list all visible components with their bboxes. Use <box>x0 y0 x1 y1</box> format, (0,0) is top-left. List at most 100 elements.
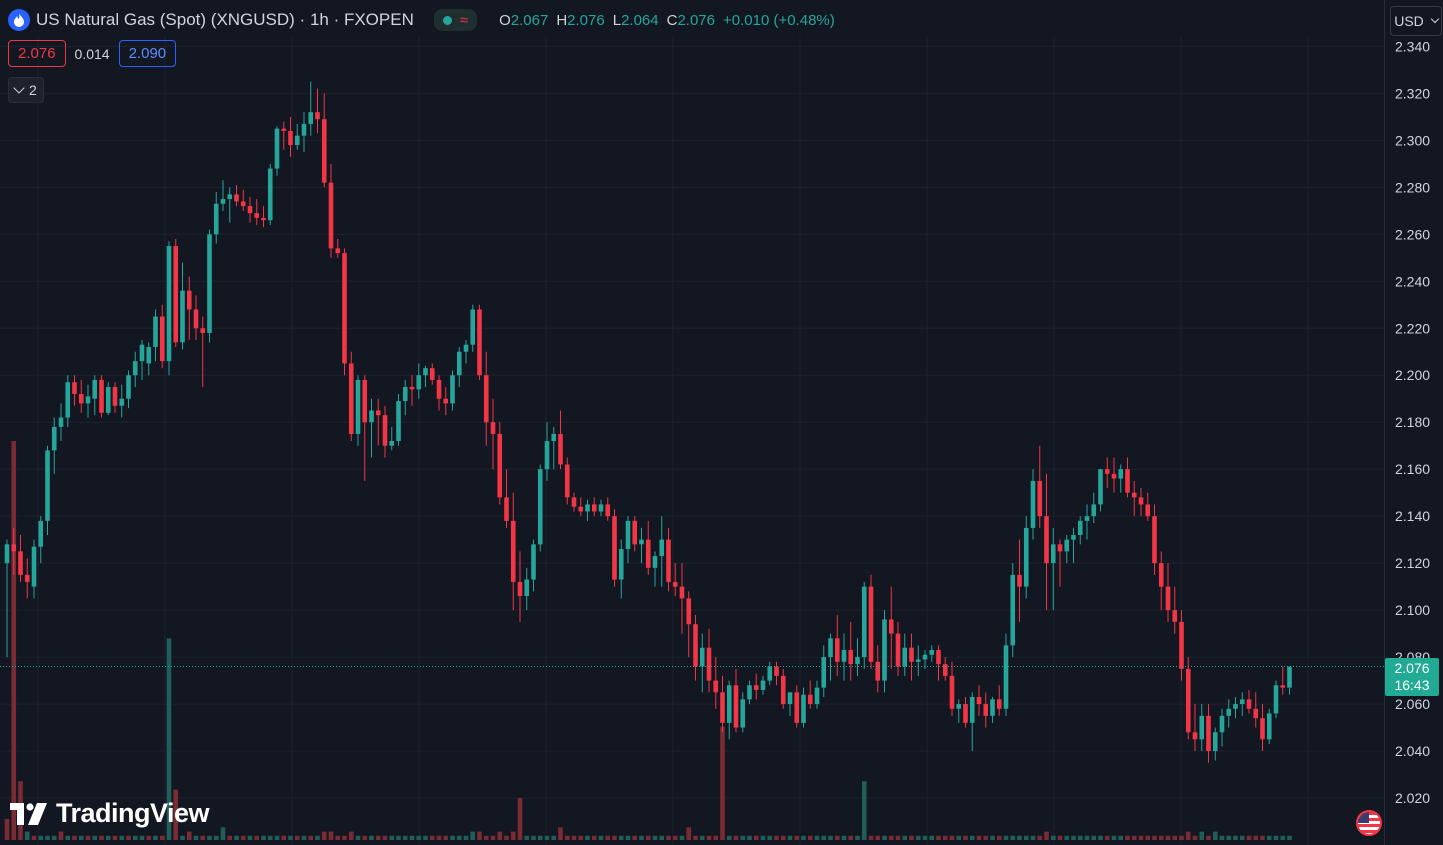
volume-bar <box>38 835 44 840</box>
volume-bar <box>1145 835 1151 840</box>
volume-bar <box>1158 835 1164 840</box>
candle-body <box>942 664 948 676</box>
candle <box>753 673 759 700</box>
volume-bar <box>1030 835 1036 840</box>
candle-body <box>591 504 597 512</box>
candle <box>639 527 644 564</box>
candle <box>517 551 523 622</box>
volume-bar <box>1071 835 1076 840</box>
buy-price-button[interactable]: 2.090 <box>118 40 177 67</box>
volume-bar <box>1044 831 1049 840</box>
candle-body <box>558 433 563 465</box>
volume-bar <box>875 835 881 840</box>
candle <box>888 586 894 669</box>
candle <box>38 516 44 564</box>
candle <box>375 398 381 446</box>
candle-body <box>504 497 509 521</box>
candle-body <box>1273 685 1279 714</box>
volume-bar <box>841 835 847 840</box>
tradingview-logo[interactable]: TradingView <box>10 798 210 829</box>
candle-body <box>207 234 212 333</box>
price-axis[interactable]: 2.340 2.320 2.300 2.280 2.260 2.240 2.220 2.200… <box>1395 38 1430 806</box>
candle-body <box>308 112 314 124</box>
volume-bar <box>902 835 908 840</box>
candle <box>706 628 712 693</box>
volume-bar <box>585 835 590 840</box>
candle <box>402 379 408 416</box>
volume-bar <box>807 835 813 840</box>
candle <box>78 379 84 413</box>
volume-bar <box>456 835 462 840</box>
candle <box>713 657 719 709</box>
candle-body <box>585 504 590 512</box>
volume-bar <box>726 835 732 840</box>
candle <box>632 516 638 552</box>
candle <box>618 539 624 599</box>
candle <box>362 375 368 481</box>
volume-bar <box>632 835 638 840</box>
candle-body <box>767 666 773 681</box>
candle-body <box>1111 473 1117 479</box>
candle <box>929 645 935 662</box>
sell-price-button[interactable]: 2.076 <box>8 40 66 67</box>
candle <box>969 692 975 752</box>
volume-bar <box>429 835 435 840</box>
volume-bar <box>139 835 145 840</box>
candle-body <box>234 194 239 202</box>
candle-body <box>1145 504 1151 517</box>
candle-body <box>490 422 496 434</box>
market-open-dot-icon <box>442 15 452 25</box>
candle-body <box>1084 516 1090 521</box>
volume-bar <box>1037 835 1043 840</box>
candle <box>652 551 658 587</box>
volume-bar <box>186 831 192 840</box>
candle <box>544 422 550 481</box>
volume-bar <box>720 726 725 840</box>
market-status-pill[interactable]: ≈ <box>433 9 478 31</box>
volume-bar <box>1111 835 1117 840</box>
candle-body <box>126 375 131 399</box>
candle-body <box>477 309 482 376</box>
volume-bar <box>1125 835 1130 840</box>
candle-body <box>294 135 300 146</box>
volume-bar <box>1179 835 1184 840</box>
candle <box>85 384 91 418</box>
candle-body <box>436 379 442 399</box>
candle <box>855 638 860 676</box>
volume-bar <box>639 835 644 840</box>
candle-body <box>1125 469 1130 493</box>
volume-bar <box>227 835 233 840</box>
close-value: 2.076 <box>677 11 715 29</box>
candle <box>342 248 347 376</box>
candle-body <box>1023 527 1029 587</box>
candle-body <box>1226 708 1232 716</box>
candle-body <box>936 650 941 665</box>
volume-bar <box>578 835 584 840</box>
currency-select[interactable]: USD <box>1390 6 1442 36</box>
candle <box>200 316 206 387</box>
volume-bar <box>348 831 354 840</box>
volume-bar <box>780 835 786 840</box>
volume-bar <box>220 827 226 840</box>
us-flag-icon[interactable] <box>1356 810 1382 836</box>
symbol-title[interactable]: US Natural Gas (Spot) (XNGUSD) · 1h · FX… <box>36 10 414 29</box>
candle <box>328 163 334 258</box>
candle <box>1010 563 1016 658</box>
volume-bar <box>213 835 219 840</box>
candle <box>119 384 125 418</box>
volume-bar <box>132 835 138 840</box>
candle-body <box>699 647 705 667</box>
candle <box>463 340 469 364</box>
candle-body <box>720 692 725 723</box>
candle-body <box>1280 685 1286 688</box>
volume-bar <box>929 835 935 840</box>
candle-body <box>369 410 374 423</box>
volume-bar <box>423 835 428 840</box>
indicators-collapse-button[interactable]: 2 <box>8 77 44 103</box>
candle-body <box>1212 732 1218 752</box>
candle <box>436 375 442 411</box>
volume-bar <box>335 835 341 840</box>
volume-bar <box>1023 835 1029 840</box>
volume-bar <box>281 835 287 840</box>
